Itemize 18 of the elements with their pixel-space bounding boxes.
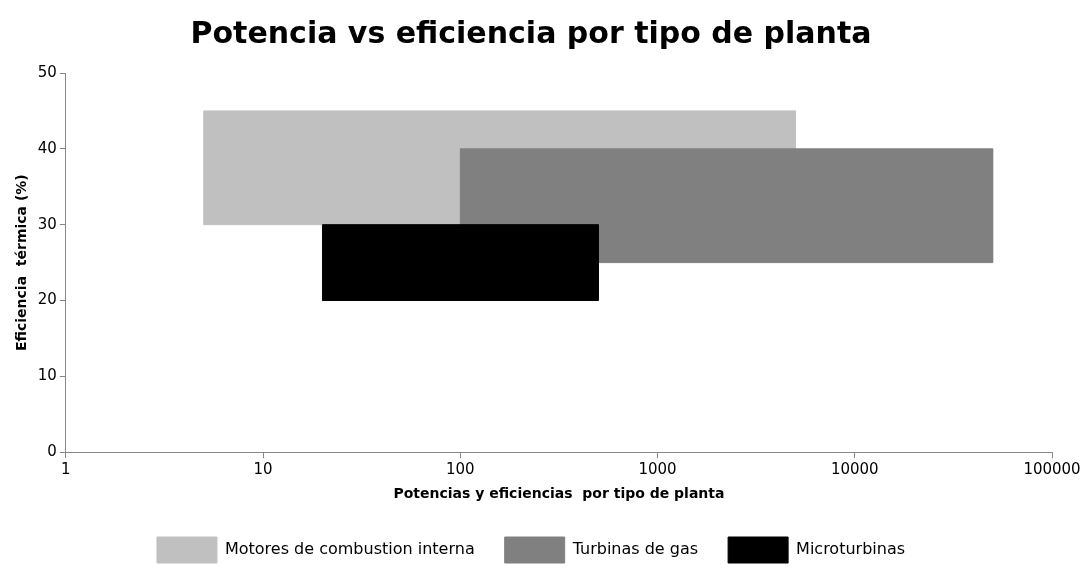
- y-tick-label: 30: [37, 214, 57, 233]
- x-axis-title: Potencias y eficiencias por tipo de planta: [393, 485, 725, 502]
- y-tick-label: 0: [47, 442, 57, 461]
- legend-label: Motores de combustion interna: [224, 539, 475, 559]
- x-tick-label: 100000: [1023, 460, 1081, 479]
- x-tick-label: 1: [61, 460, 71, 479]
- y-tick-label: 10: [37, 366, 57, 385]
- y-tick-label: 50: [37, 62, 57, 81]
- x-tick-label: 1000: [638, 460, 677, 479]
- x-tick-label: 100: [446, 460, 475, 479]
- legend-label: Microturbinas: [796, 539, 906, 559]
- y-axis-title: Eficiencia térmica (%): [13, 174, 30, 351]
- y-tick-label: 20: [37, 290, 57, 309]
- x-tick-label: 10: [253, 460, 273, 479]
- legend-label: Turbinas de gas: [571, 539, 699, 559]
- chart-title: Potencia vs eficiencia por tipo de planta: [190, 14, 872, 50]
- x-tick-label: 10000: [830, 460, 879, 479]
- y-tick-label: 40: [37, 138, 57, 157]
